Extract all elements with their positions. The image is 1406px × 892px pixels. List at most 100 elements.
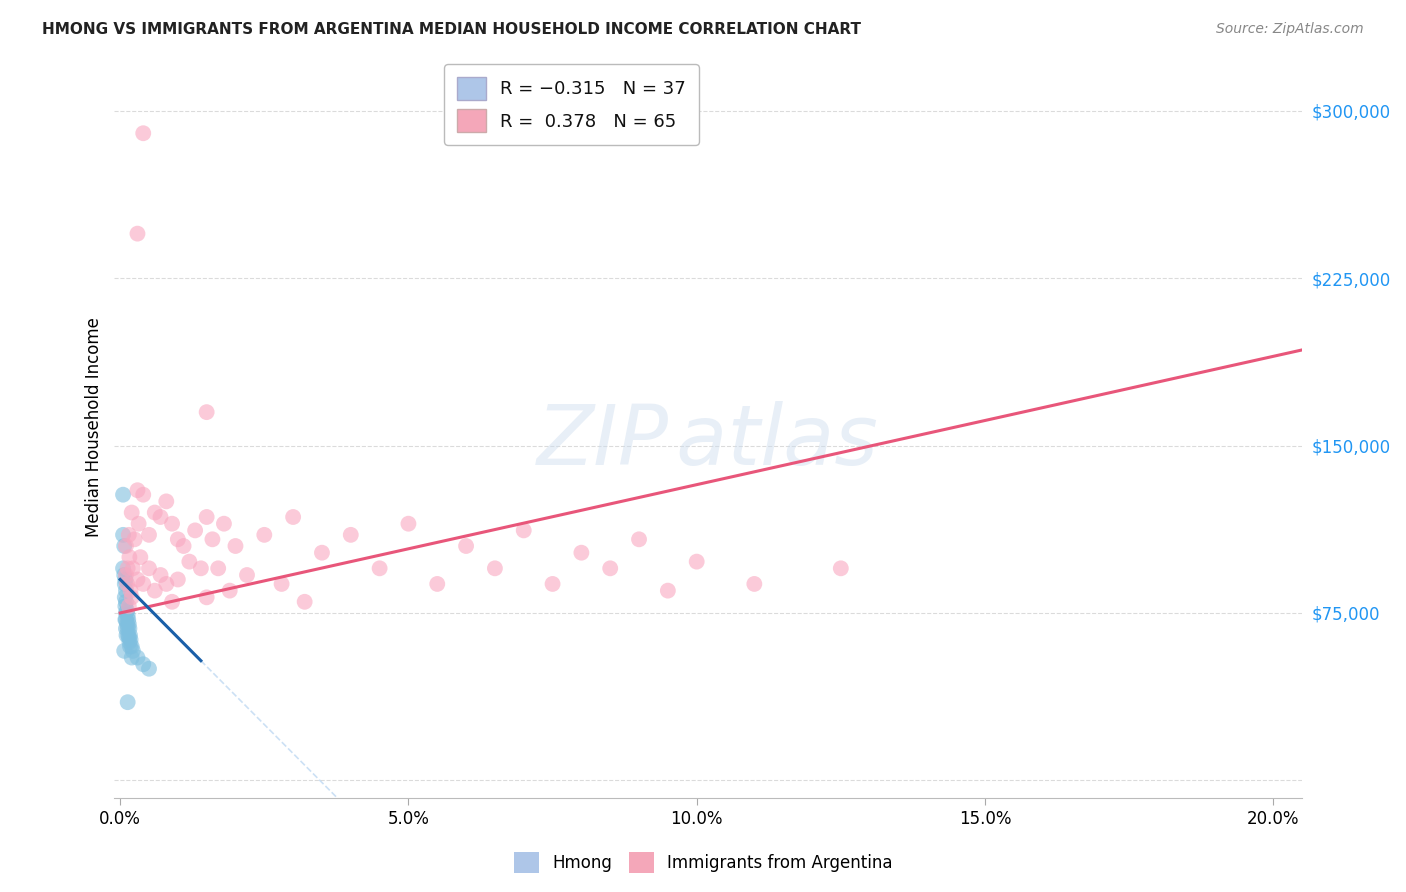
Point <box>166 573 188 587</box>
Point <box>112 539 135 553</box>
Point <box>118 617 141 632</box>
Point <box>118 635 141 649</box>
Point <box>484 561 506 575</box>
Point <box>138 561 160 575</box>
Legend: R = −0.315   N = 37, R =  0.378   N = 65: R = −0.315 N = 37, R = 0.378 N = 65 <box>444 64 699 145</box>
Point <box>184 524 207 538</box>
Text: HMONG VS IMMIGRANTS FROM ARGENTINA MEDIAN HOUSEHOLD INCOME CORRELATION CHART: HMONG VS IMMIGRANTS FROM ARGENTINA MEDIA… <box>42 22 862 37</box>
Point <box>129 550 152 565</box>
Point <box>160 595 183 609</box>
Point <box>628 533 651 547</box>
Point <box>121 644 143 658</box>
Point <box>454 539 477 553</box>
Point <box>686 555 709 569</box>
Point <box>166 533 188 547</box>
Point <box>195 405 218 419</box>
Point <box>115 613 138 627</box>
Point <box>160 516 183 531</box>
Point <box>173 539 195 553</box>
Point <box>114 613 136 627</box>
Point <box>118 640 141 654</box>
Point <box>117 628 139 642</box>
Point <box>121 650 143 665</box>
Point <box>120 583 142 598</box>
Point <box>112 528 135 542</box>
Point <box>115 595 138 609</box>
Point <box>115 617 138 632</box>
Point <box>117 613 139 627</box>
Point <box>127 227 149 241</box>
Point <box>114 591 136 605</box>
Point <box>132 488 155 502</box>
Point <box>132 126 155 140</box>
Point <box>143 583 166 598</box>
Point <box>114 599 136 614</box>
Point <box>195 591 218 605</box>
Point <box>149 510 172 524</box>
Point <box>744 577 766 591</box>
Point <box>112 568 135 582</box>
Point <box>114 577 136 591</box>
Point <box>236 568 259 582</box>
Point <box>138 528 160 542</box>
Point <box>132 577 155 591</box>
Point <box>115 622 138 636</box>
Point <box>149 568 172 582</box>
Point <box>127 650 149 665</box>
Point <box>368 561 391 575</box>
Point <box>115 577 138 591</box>
Point <box>190 561 212 575</box>
Point <box>118 599 141 614</box>
Point <box>118 622 141 636</box>
Point <box>121 591 143 605</box>
Point <box>120 632 142 647</box>
Point <box>270 577 292 591</box>
Point <box>155 494 177 508</box>
Point <box>115 583 138 598</box>
Point <box>118 631 141 645</box>
Point <box>224 539 246 553</box>
Point <box>115 606 138 620</box>
Point <box>132 657 155 672</box>
Legend: Hmong, Immigrants from Argentina: Hmong, Immigrants from Argentina <box>508 846 898 880</box>
Point <box>138 662 160 676</box>
Point <box>114 573 136 587</box>
Point <box>117 622 139 636</box>
Point <box>118 628 141 642</box>
Point <box>121 640 143 654</box>
Point <box>121 506 143 520</box>
Point <box>830 561 852 575</box>
Point <box>571 546 593 560</box>
Point <box>118 550 141 565</box>
Point <box>112 644 135 658</box>
Point <box>117 695 139 709</box>
Point <box>117 561 139 575</box>
Point <box>115 628 138 642</box>
Point <box>513 524 536 538</box>
Text: Source: ZipAtlas.com: Source: ZipAtlas.com <box>1216 22 1364 37</box>
Point <box>118 528 141 542</box>
Point <box>253 528 276 542</box>
Point <box>115 539 138 553</box>
Point <box>396 516 419 531</box>
Point <box>599 561 621 575</box>
Point <box>115 568 138 582</box>
Text: ZIP atlas: ZIP atlas <box>537 401 879 482</box>
Point <box>121 561 143 575</box>
Point <box>339 528 361 542</box>
Point <box>155 577 177 591</box>
Point <box>201 533 224 547</box>
Point <box>143 506 166 520</box>
Point <box>179 555 201 569</box>
Point <box>281 510 304 524</box>
Point <box>311 546 333 560</box>
Point <box>212 516 235 531</box>
Point <box>124 533 146 547</box>
Point <box>195 510 218 524</box>
Point <box>117 608 139 623</box>
Point <box>657 583 679 598</box>
Point <box>127 573 149 587</box>
Point <box>541 577 564 591</box>
Point <box>294 595 316 609</box>
Point <box>207 561 229 575</box>
